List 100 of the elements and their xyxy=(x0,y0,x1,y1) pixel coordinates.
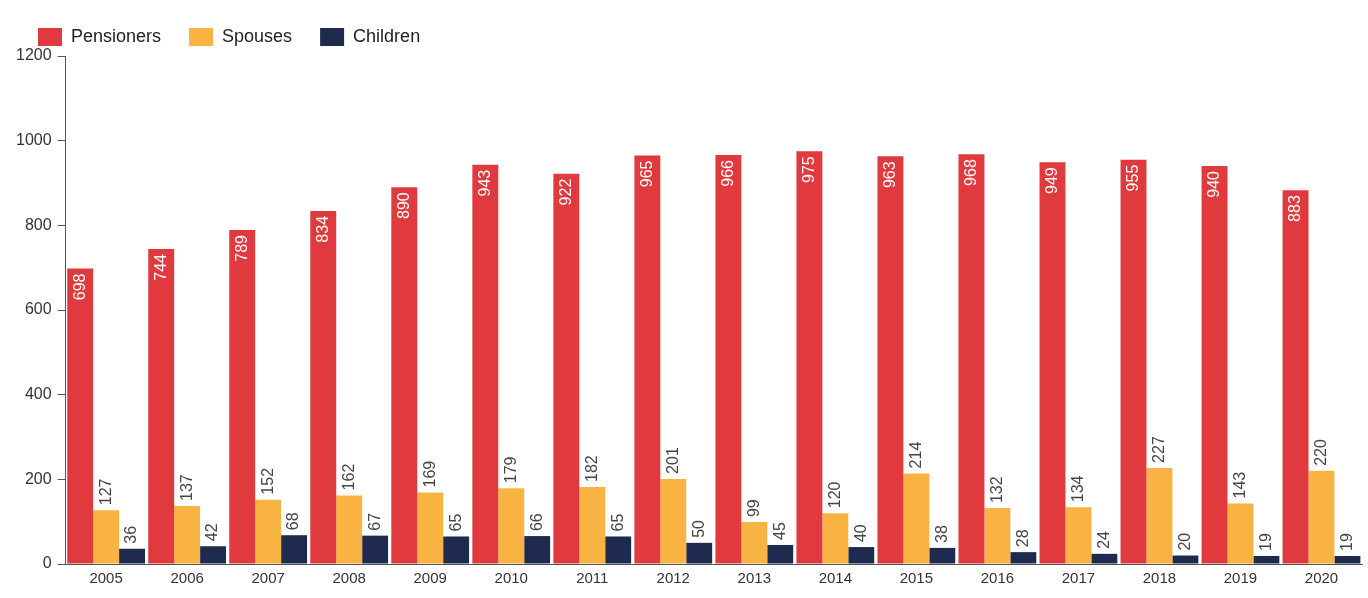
bar xyxy=(1091,553,1118,564)
x-tick-label: 2011 xyxy=(576,569,609,587)
bar xyxy=(1010,552,1037,564)
bar xyxy=(391,187,418,564)
data-label: 152 xyxy=(258,467,276,495)
data-label: 132 xyxy=(987,476,1005,504)
data-label: 65 xyxy=(608,513,626,532)
bar xyxy=(498,488,525,564)
data-label: 214 xyxy=(906,441,924,469)
x-tick-label: 2010 xyxy=(494,569,528,587)
bar xyxy=(1227,503,1254,564)
data-label: 949 xyxy=(1042,167,1060,194)
data-label: 19 xyxy=(1337,533,1355,551)
bar xyxy=(119,548,145,564)
legend-label: Spouses xyxy=(222,25,293,46)
legend-label: Pensioners xyxy=(71,25,162,46)
x-tick-label: 2017 xyxy=(1061,569,1096,587)
bar xyxy=(148,249,175,564)
bar xyxy=(848,547,875,564)
bar xyxy=(1065,507,1092,564)
bar xyxy=(67,268,94,564)
data-label: 789 xyxy=(232,234,250,262)
bar xyxy=(1308,470,1335,564)
data-label: 36 xyxy=(122,525,140,544)
y-tick-label: 400 xyxy=(24,385,52,403)
y-tick-label: 0 xyxy=(42,554,52,572)
bar xyxy=(472,164,499,564)
data-label: 834 xyxy=(313,215,331,243)
bar xyxy=(984,508,1011,564)
data-label: 883 xyxy=(1285,195,1303,222)
x-tick-label: 2014 xyxy=(818,569,853,587)
bar xyxy=(822,513,849,564)
bar xyxy=(1039,162,1066,564)
data-label: 965 xyxy=(637,160,655,188)
data-label: 955 xyxy=(1123,164,1141,192)
data-label: 24 xyxy=(1094,530,1112,549)
bar xyxy=(1282,190,1309,564)
data-label: 968 xyxy=(961,159,979,186)
data-label: 182 xyxy=(582,455,600,482)
bar xyxy=(553,173,580,564)
data-label: 40 xyxy=(851,524,869,543)
bar xyxy=(524,536,551,564)
y-tick-label: 1200 xyxy=(16,46,52,64)
data-label: 227 xyxy=(1149,436,1167,463)
x-tick-label: 2007 xyxy=(251,569,285,587)
data-label: 67 xyxy=(365,512,383,531)
bar xyxy=(1253,555,1280,564)
bar xyxy=(174,506,201,564)
data-label: 134 xyxy=(1068,475,1086,503)
bar xyxy=(741,522,768,564)
data-label: 127 xyxy=(96,478,114,506)
data-label: 20 xyxy=(1175,532,1193,551)
bar xyxy=(362,535,389,564)
bar xyxy=(1120,159,1147,564)
bar xyxy=(605,536,632,564)
x-tick-label: 2018 xyxy=(1142,569,1177,587)
bar xyxy=(1334,555,1361,564)
bar xyxy=(1172,555,1199,564)
data-label: 698 xyxy=(70,273,88,301)
bar xyxy=(1201,166,1228,564)
data-label: 19 xyxy=(1256,533,1274,551)
x-tick-label: 2015 xyxy=(899,569,934,587)
data-label: 42 xyxy=(203,523,221,542)
y-tick-label: 600 xyxy=(24,300,52,318)
x-tick-label: 2013 xyxy=(737,569,771,587)
data-label: 68 xyxy=(284,512,302,531)
data-label: 28 xyxy=(1013,529,1031,548)
data-label: 65 xyxy=(446,513,464,532)
legend-label: Children xyxy=(353,25,421,46)
data-label: 137 xyxy=(177,474,195,501)
x-tick-label: 2019 xyxy=(1223,569,1258,587)
bar xyxy=(1146,467,1173,564)
data-label: 890 xyxy=(394,192,412,219)
x-tick-label: 2009 xyxy=(413,569,447,587)
bar xyxy=(417,492,444,564)
data-label: 975 xyxy=(799,156,817,183)
data-label: 179 xyxy=(501,456,519,484)
bar xyxy=(958,154,985,564)
y-tick-label: 1000 xyxy=(16,131,52,149)
data-label: 45 xyxy=(770,522,788,540)
bar xyxy=(796,151,823,564)
x-tick-label: 2008 xyxy=(332,569,366,587)
y-tick-label: 800 xyxy=(24,215,52,233)
y-tick-label: 200 xyxy=(24,469,52,487)
data-label: 922 xyxy=(556,178,574,206)
bar xyxy=(877,156,904,564)
x-tick-label: 2016 xyxy=(980,569,1015,587)
x-tick-label: 2012 xyxy=(656,569,690,587)
data-label: 940 xyxy=(1204,170,1222,198)
data-label: 120 xyxy=(825,481,843,509)
bar xyxy=(660,478,687,564)
data-label: 162 xyxy=(339,463,357,491)
bar xyxy=(443,536,470,564)
bar xyxy=(715,155,742,564)
data-label: 744 xyxy=(151,253,169,281)
bar xyxy=(93,510,120,564)
data-label: 220 xyxy=(1311,439,1329,466)
data-label: 143 xyxy=(1230,471,1248,499)
data-label: 50 xyxy=(689,519,707,538)
bar xyxy=(903,473,930,564)
